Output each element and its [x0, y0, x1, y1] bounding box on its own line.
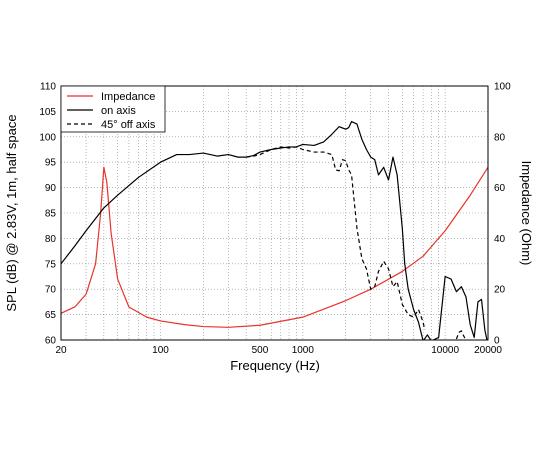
y2-axis-title: Impedance (Ohm)	[519, 161, 534, 266]
y-tick-label: 75	[45, 259, 57, 270]
x-tick-label: 100	[152, 345, 169, 356]
y-tick-label: 105	[39, 107, 56, 118]
legend-label-on-axis: on axis	[101, 105, 136, 117]
y-tick-label: 65	[45, 310, 57, 321]
x-tick-label: 500	[252, 345, 269, 356]
legend-box	[60, 85, 166, 133]
plot-frame	[60, 85, 489, 341]
y-tick-label: 95	[45, 158, 57, 169]
x-axis-title: Frequency (Hz)	[230, 358, 320, 373]
y-tick-label: 110	[40, 82, 56, 93]
y-tick-labels: 60 65 70 75 80 85 90 95 100 105 110	[39, 82, 56, 347]
x-tick-label: 10000	[431, 345, 459, 356]
y-tick-label: 80	[45, 234, 57, 245]
y2-tick-label: 0	[494, 336, 500, 347]
x-tick-label: 20	[55, 345, 67, 356]
y-tick-label: 60	[45, 336, 57, 347]
y2-tick-label: 100	[494, 82, 511, 93]
y2-tick-label: 60	[494, 183, 506, 194]
x-tick-label: 1000	[292, 345, 315, 356]
y2-tick-label: 40	[494, 234, 506, 245]
y-axis-title: SPL (dB) @ 2.83V, 1m, half space	[4, 114, 19, 311]
x-tick-labels: 20 100 500 1000 10000 20000	[55, 345, 502, 356]
legend-label-impedance: Impedance	[101, 91, 155, 103]
on-axis-curve	[61, 120, 488, 340]
series-lines	[61, 120, 488, 340]
x-tick-label: 20000	[474, 345, 502, 356]
y-tick-label: 90	[45, 183, 57, 194]
y-tick-label: 100	[39, 132, 56, 143]
y2-tick-label: 20	[494, 285, 506, 296]
y2-tick-label: 80	[494, 132, 506, 143]
legend: Impedance on axis 45° off axis	[60, 85, 166, 133]
y2-tick-labels: 0 20 40 60 80 100	[494, 82, 511, 347]
off-axis-45-curve	[246, 146, 426, 330]
off-axis-45-curve-tail	[455, 330, 467, 340]
y-tick-label: 85	[45, 209, 57, 220]
y-tick-label: 70	[45, 285, 57, 296]
legend-label-off-axis: 45° off axis	[101, 119, 156, 131]
